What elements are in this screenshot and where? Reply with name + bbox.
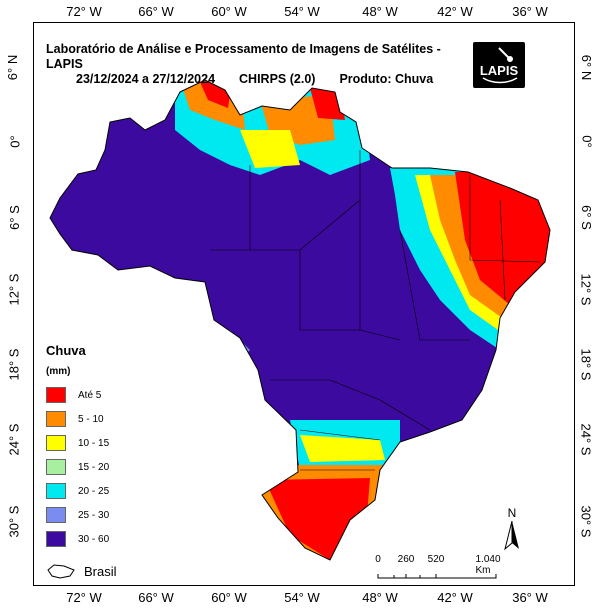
legend-swatch <box>46 483 66 499</box>
brazil-outline <box>49 79 551 561</box>
legend-item: 20 - 25 <box>46 479 109 503</box>
bottom-tick-42w: 42° W <box>437 590 473 605</box>
state-borders <box>210 150 541 471</box>
top-tick-54w: 54° W <box>284 4 320 19</box>
map-title: Laboratório de Análise e Processamento d… <box>46 42 466 87</box>
scale-bar: 0 260 520 1.040 Km <box>372 554 502 582</box>
dataset-label: CHIRPS (2.0) <box>239 72 316 86</box>
legend-item: Até 5 <box>46 383 109 407</box>
bottom-tick-54w: 54° W <box>284 590 320 605</box>
scale-label: 0 <box>375 554 381 565</box>
legend-item: 25 - 30 <box>46 503 109 527</box>
legend-item: 10 - 15 <box>46 431 109 455</box>
north-label: N <box>508 506 517 520</box>
legend-label: 10 - 15 <box>78 437 110 449</box>
top-tick-36w: 36° W <box>512 4 548 19</box>
legend-label: 15 - 20 <box>78 461 110 473</box>
legend-item: 15 - 20 <box>46 455 109 479</box>
bottom-tick-66w: 66° W <box>138 590 174 605</box>
brasil-inset: Brasil <box>44 562 117 580</box>
legend-swatch <box>46 531 66 547</box>
lapis-logo: LAPIS <box>473 42 525 88</box>
legend-unit: (mm) <box>46 366 71 377</box>
product-label: Produto: Chuva <box>339 72 434 86</box>
bottom-tick-60w: 60° W <box>211 590 247 605</box>
scale-label: 520 <box>427 554 445 565</box>
legend-item: 30 - 60 <box>46 527 109 551</box>
legend-swatch <box>46 459 66 475</box>
bottom-tick-72w: 72° W <box>66 590 102 605</box>
legend-swatch <box>46 507 66 523</box>
logo-text: LAPIS <box>480 63 519 78</box>
top-tick-60w: 60° W <box>211 4 247 19</box>
top-tick-66w: 66° W <box>138 4 174 19</box>
legend-label: 30 - 60 <box>78 533 110 545</box>
date-range: 23/12/2024 a 27/12/2024 <box>76 72 216 86</box>
bottom-tick-36w: 36° W <box>512 590 548 605</box>
legend-label: Até 5 <box>78 389 102 401</box>
scale-label: 1.040 Km <box>475 554 501 576</box>
legend-swatch <box>46 435 66 451</box>
north-arrow: N <box>497 505 527 555</box>
title-line: Laboratório de Análise e Processamento d… <box>46 42 441 71</box>
legend-label: 25 - 30 <box>78 509 110 521</box>
legend-swatch <box>46 411 66 427</box>
legend: Chuva (mm) Até 5 5 - 10 10 - 15 15 - 20 … <box>46 343 109 551</box>
top-tick-42w: 42° W <box>437 4 473 19</box>
legend-label: 5 - 10 <box>78 413 104 425</box>
brasil-label: Brasil <box>84 563 117 579</box>
scale-label: 260 <box>397 554 415 565</box>
top-tick-72w: 72° W <box>66 4 102 19</box>
legend-title: Chuva <box>46 343 86 358</box>
legend-item: 5 - 10 <box>46 407 109 431</box>
legend-swatch <box>46 387 66 403</box>
top-tick-48w: 48° W <box>362 4 398 19</box>
brasil-outline-icon <box>47 564 75 579</box>
bottom-tick-48w: 48° W <box>362 590 398 605</box>
legend-label: 20 - 25 <box>78 485 110 497</box>
